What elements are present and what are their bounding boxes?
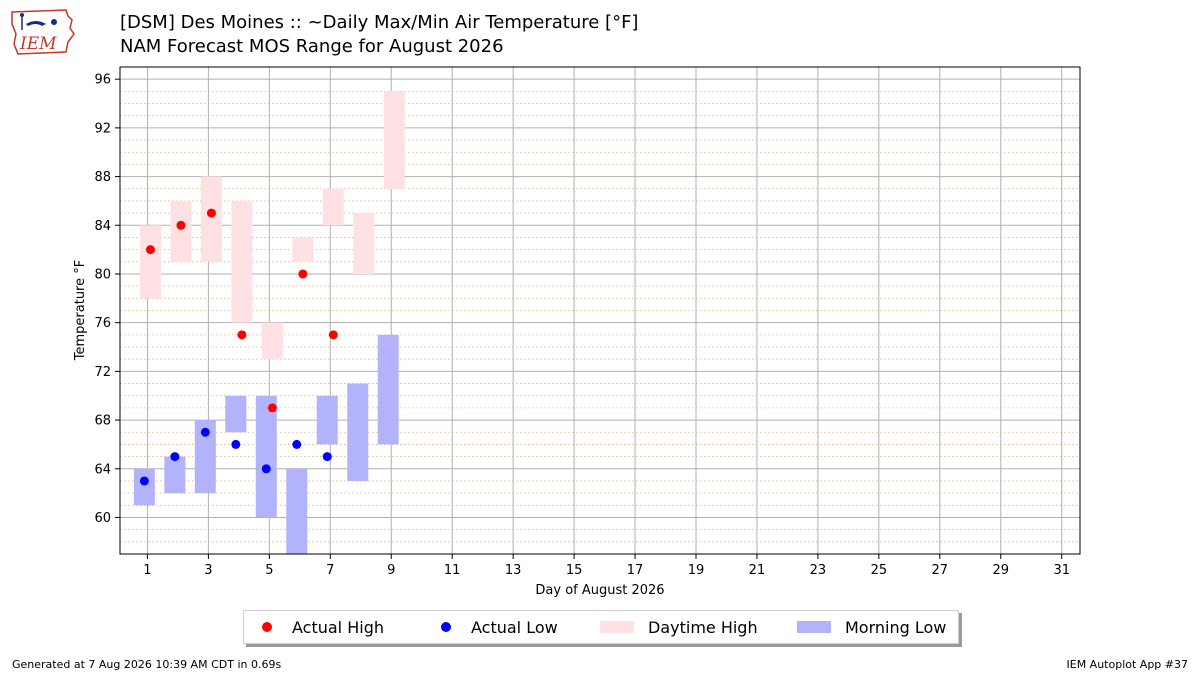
y-tick-label: 84 <box>94 219 111 234</box>
actual-low-point <box>170 452 180 462</box>
x-axis-ticks: 1 3 5 7 9 11 13 15 17 19 21 23 25 27 29 31 <box>143 554 1070 578</box>
x-tick-label: 21 <box>749 563 766 578</box>
x-tick-label: 19 <box>688 563 705 578</box>
morning-low-range-bar <box>255 395 277 518</box>
svg-text:IEM: IEM <box>19 34 57 54</box>
daytime-high-range-bar <box>353 213 375 274</box>
y-axis-label: Temperature °F <box>73 260 88 361</box>
y-tick-label: 64 <box>94 462 111 477</box>
legend-label-morning-low: Morning Low <box>845 617 947 637</box>
legend-marker-actual-low <box>441 622 451 632</box>
actual-high-point <box>328 330 338 340</box>
x-tick-label: 3 <box>204 563 212 578</box>
y-tick-label: 76 <box>94 316 111 331</box>
daytime-high-range-bar <box>170 200 192 262</box>
actual-high-point <box>298 269 308 279</box>
y-tick-label: 60 <box>94 511 111 526</box>
legend-swatch-morning-low <box>797 621 831 633</box>
morning-low-range-bar <box>316 395 338 445</box>
actual-low-point <box>261 464 271 474</box>
actual-high-point <box>145 245 155 255</box>
morning-low-range-bar <box>164 456 186 494</box>
x-tick-label: 13 <box>505 563 522 578</box>
x-tick-label: 15 <box>566 563 583 578</box>
morning-low-range-bar <box>286 468 308 554</box>
actual-low-point <box>292 439 302 449</box>
legend-label-actual-low: Actual Low <box>471 617 558 637</box>
x-tick-label: 17 <box>627 563 644 578</box>
daytime-high-range-bar <box>200 176 222 262</box>
morning-low-range-bar <box>133 468 155 506</box>
y-tick-label: 92 <box>94 121 111 136</box>
x-tick-label: 11 <box>444 563 461 578</box>
x-tick-label: 7 <box>326 563 334 578</box>
daytime-high-range-bar <box>383 91 405 189</box>
x-tick-label: 23 <box>810 563 827 578</box>
legend-swatch-daytime-high <box>600 621 634 633</box>
actual-high-point <box>176 220 186 230</box>
app-id: IEM Autoplot App #37 <box>1066 658 1189 671</box>
y-tick-label: 72 <box>94 365 111 380</box>
actual-points <box>139 208 338 486</box>
actual-high-point <box>237 330 247 340</box>
daytime-high-range-bar <box>292 237 314 262</box>
y-tick-label: 80 <box>94 267 111 282</box>
daytime-high-range-bar <box>261 322 283 360</box>
chart-title: [DSM] Des Moines :: ~Daily Max/Min Air T… <box>120 12 639 33</box>
x-tick-label: 27 <box>932 563 949 578</box>
y-tick-label: 68 <box>94 414 111 429</box>
y-axis-ticks: 60 64 68 72 76 80 84 88 92 96 <box>94 73 120 526</box>
actual-low-point <box>139 476 149 486</box>
legend-item-morning-low: Morning Low <box>797 611 946 643</box>
generated-timestamp: Generated at 7 Aug 2026 10:39 AM CDT in … <box>12 658 282 671</box>
x-tick-label: 31 <box>1053 563 1070 578</box>
legend-item-actual-low: Actual Low <box>441 611 558 643</box>
x-tick-label: 9 <box>387 563 395 578</box>
legend-label-actual-high: Actual High <box>292 617 384 637</box>
plot-frame <box>119 66 1081 555</box>
actual-low-point <box>231 439 241 449</box>
y-tick-label: 88 <box>94 170 111 185</box>
actual-low-point <box>200 427 210 437</box>
morning-low-range-bar <box>347 383 369 481</box>
range-bars <box>133 91 405 554</box>
iem-logo: IEM <box>8 4 78 60</box>
actual-high-point <box>267 403 277 413</box>
major-grid <box>120 67 1080 554</box>
morning-low-range-bar <box>377 334 399 445</box>
x-axis-label: Day of August 2026 <box>535 583 664 598</box>
legend-label-daytime-high: Daytime High <box>648 617 758 637</box>
x-tick-label: 5 <box>265 563 273 578</box>
daytime-high-range-bar <box>139 225 161 299</box>
chart-legend: Actual High Actual Low Daytime High Morn… <box>243 610 959 644</box>
morning-low-range-bar <box>225 395 247 433</box>
actual-low-point <box>322 452 332 462</box>
legend-marker-actual-high <box>262 622 272 632</box>
legend-item-actual-high: Actual High <box>262 611 384 643</box>
actual-high-point <box>206 208 216 218</box>
temperature-chart: 1 3 5 7 9 11 13 15 17 19 21 23 25 27 29 31 606468727680… <box>73 66 1081 598</box>
y-tick-label: 96 <box>94 73 111 88</box>
daytime-high-range-bar <box>231 200 253 323</box>
x-tick-label: 1 <box>143 563 151 578</box>
legend-item-daytime-high: Daytime High <box>600 611 758 643</box>
morning-low-range-bar <box>194 420 216 494</box>
x-tick-label: 29 <box>992 563 1009 578</box>
x-tick-label: 25 <box>871 563 888 578</box>
daytime-high-range-bar <box>322 188 344 226</box>
chart-subtitle: NAM Forecast MOS Range for August 2026 <box>120 36 504 57</box>
